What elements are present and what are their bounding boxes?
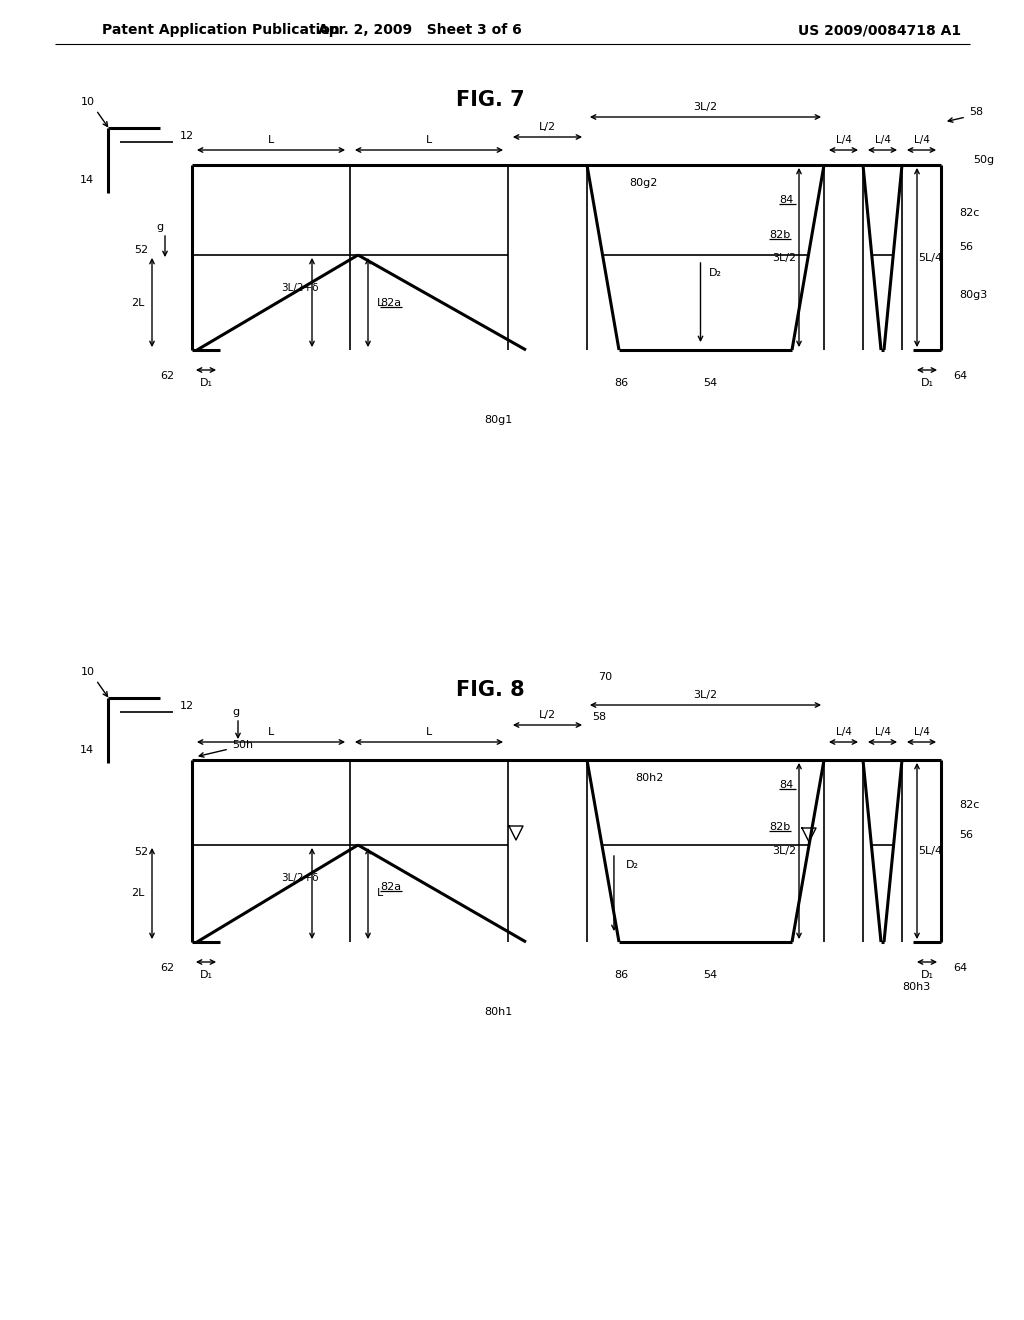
Text: 82b: 82b: [769, 822, 791, 832]
Text: L/4: L/4: [836, 135, 851, 145]
Text: D₁: D₁: [921, 378, 934, 388]
Text: 2L: 2L: [132, 297, 145, 308]
Text: FIG. 8: FIG. 8: [456, 680, 524, 700]
Text: 70: 70: [598, 672, 612, 682]
Text: 82c: 82c: [959, 209, 979, 218]
Text: Patent Application Publication: Patent Application Publication: [102, 22, 340, 37]
Text: 5L/4: 5L/4: [918, 846, 942, 855]
Text: D₂: D₂: [709, 268, 722, 279]
Text: 54: 54: [703, 970, 718, 979]
Text: L: L: [426, 135, 432, 145]
Text: D₁: D₁: [200, 378, 213, 388]
Text: L/2: L/2: [539, 710, 556, 719]
Text: 14: 14: [80, 744, 94, 755]
Text: 82a: 82a: [380, 298, 401, 308]
Text: US 2009/0084718 A1: US 2009/0084718 A1: [799, 22, 962, 37]
Text: 86: 86: [614, 970, 628, 979]
Text: 5L/4: 5L/4: [918, 252, 942, 263]
Text: 58: 58: [969, 107, 983, 117]
Text: 3L/2+δ: 3L/2+δ: [282, 282, 318, 293]
Text: D₂: D₂: [626, 861, 638, 870]
Text: L: L: [377, 297, 383, 308]
Text: 56: 56: [959, 242, 973, 252]
Text: Apr. 2, 2009   Sheet 3 of 6: Apr. 2, 2009 Sheet 3 of 6: [318, 22, 522, 37]
Text: 54: 54: [703, 378, 718, 388]
Text: 50h: 50h: [232, 741, 253, 750]
Text: 10: 10: [81, 667, 95, 677]
Text: L: L: [377, 888, 383, 899]
Text: 82a: 82a: [380, 882, 401, 892]
Text: 12: 12: [180, 131, 195, 141]
Text: 3L/2: 3L/2: [772, 846, 796, 855]
Text: 86: 86: [614, 378, 628, 388]
Text: FIG. 7: FIG. 7: [456, 90, 524, 110]
Text: 82b: 82b: [769, 230, 791, 240]
Text: L/2: L/2: [539, 121, 556, 132]
Text: L/4: L/4: [836, 727, 851, 737]
Text: 80h2: 80h2: [635, 774, 664, 783]
Text: D₁: D₁: [921, 970, 934, 979]
Text: 80g1: 80g1: [484, 414, 512, 425]
Text: 62: 62: [160, 964, 174, 973]
Text: 12: 12: [180, 701, 195, 711]
Text: 64: 64: [953, 964, 967, 973]
Text: g: g: [157, 222, 164, 232]
Text: 64: 64: [953, 371, 967, 381]
Text: L: L: [268, 135, 274, 145]
Text: 50g: 50g: [973, 154, 994, 165]
Text: L/4: L/4: [913, 135, 930, 145]
Text: 52: 52: [134, 246, 148, 255]
Text: 3L/2: 3L/2: [693, 690, 718, 700]
Text: D₁: D₁: [200, 970, 213, 979]
Text: 82c: 82c: [959, 800, 979, 810]
Text: 3L/2: 3L/2: [693, 102, 718, 112]
Text: 80h1: 80h1: [484, 1007, 512, 1016]
Text: 3L/2+δ: 3L/2+δ: [282, 874, 318, 883]
Text: 80g2: 80g2: [629, 178, 657, 187]
Text: 52: 52: [134, 847, 148, 857]
Text: 56: 56: [959, 830, 973, 840]
Text: 84: 84: [779, 195, 794, 205]
Text: 62: 62: [160, 371, 174, 381]
Text: L/4: L/4: [913, 727, 930, 737]
Text: 14: 14: [80, 176, 94, 185]
Text: 10: 10: [81, 96, 95, 107]
Text: L: L: [426, 727, 432, 737]
Text: L/4: L/4: [874, 135, 891, 145]
Text: 3L/2: 3L/2: [772, 252, 796, 263]
Text: 58: 58: [592, 711, 606, 722]
Text: 80h3: 80h3: [902, 982, 930, 993]
Text: L/4: L/4: [874, 727, 891, 737]
Text: 84: 84: [779, 780, 794, 789]
Text: 2L: 2L: [132, 888, 145, 899]
Text: L: L: [268, 727, 274, 737]
Text: 80g3: 80g3: [959, 290, 987, 300]
Text: g: g: [232, 708, 240, 717]
